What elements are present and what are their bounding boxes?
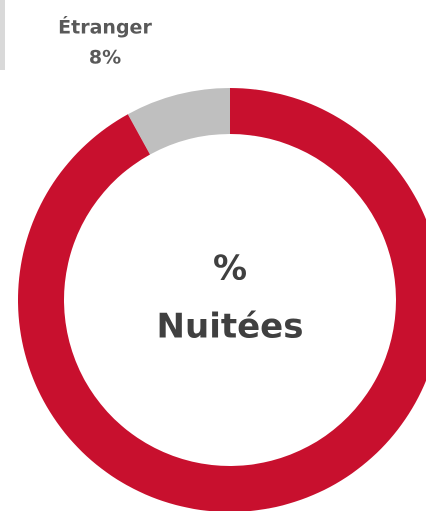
slice-value-label: 8% [89, 47, 121, 69]
donut [18, 88, 426, 511]
decor-bar [0, 0, 5, 70]
center-label: Nuitées [157, 307, 304, 347]
donut-slice [18, 88, 426, 511]
center-label: % [213, 249, 247, 289]
slice-label: Étranger [58, 16, 152, 39]
donut-slice [127, 88, 230, 155]
